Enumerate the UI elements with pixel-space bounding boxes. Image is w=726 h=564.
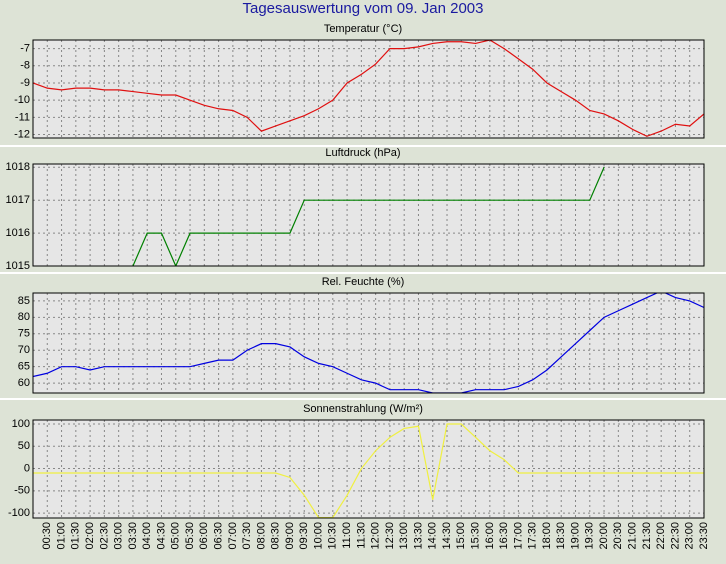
x-tick-label: 03:30 — [127, 522, 139, 550]
x-tick-label: 20:00 — [598, 522, 610, 550]
y-tick-label: -7 — [20, 43, 30, 55]
x-tick-label: 11:30 — [355, 522, 367, 549]
data-line — [33, 40, 704, 137]
x-tick-label: 03:00 — [113, 522, 125, 550]
x-tick-label: 13:30 — [412, 522, 424, 550]
x-tick-label: 14:30 — [441, 522, 453, 550]
x-tick-label: 12:30 — [384, 522, 396, 550]
y-tick-label: 1017 — [6, 194, 30, 206]
x-tick-label: 15:30 — [469, 522, 481, 550]
y-tick-label: 75 — [18, 328, 30, 340]
x-tick-label: 23:00 — [684, 522, 696, 550]
x-tick-label: 13:00 — [398, 522, 410, 550]
x-tick-label: 02:30 — [98, 522, 110, 550]
x-tick-label: 08:30 — [270, 522, 282, 550]
x-tick-label: 02:00 — [84, 522, 96, 550]
plot-border — [32, 292, 705, 394]
y-tick-label: -100 — [8, 507, 30, 519]
plot-area — [33, 164, 704, 266]
x-tick-label: 21:30 — [641, 522, 653, 550]
y-tick-label: 1018 — [6, 161, 30, 173]
y-tick-label: 100 — [12, 418, 30, 430]
y-tick-label: 0 — [24, 462, 30, 474]
y-tick-label: 60 — [18, 377, 30, 389]
x-tick-label: 06:30 — [213, 522, 225, 550]
y-tick-label: 70 — [18, 344, 30, 356]
plot-border — [32, 419, 705, 519]
y-tick-label: 80 — [18, 311, 30, 323]
x-tick-label: 17:30 — [527, 522, 539, 550]
y-tick-label: -50 — [14, 485, 30, 497]
panel-title: Luftdruck (hPa) — [325, 147, 400, 159]
y-tick-label: 1015 — [6, 260, 30, 272]
x-tick-label: 22:30 — [669, 522, 681, 550]
y-tick-label: -8 — [20, 60, 30, 72]
y-tick-label: -9 — [20, 77, 30, 89]
x-tick-label: 10:00 — [312, 522, 324, 550]
x-tick-label: 16:00 — [484, 522, 496, 550]
y-tick-label: 85 — [18, 295, 30, 307]
x-tick-label: 12:00 — [370, 522, 382, 550]
panel-title: Rel. Feuchte (%) — [322, 276, 405, 288]
plot-area — [33, 40, 704, 138]
panel-title: Sonnenstrahlung (W/m²) — [303, 403, 423, 415]
x-tick-label: 06:00 — [198, 522, 210, 550]
x-tick-label: 23:30 — [698, 522, 710, 550]
x-tick-label: 10:30 — [327, 522, 339, 550]
x-tick-label: 07:00 — [227, 522, 239, 550]
x-tick-label: 09:00 — [284, 522, 296, 550]
x-tick-label: 14:00 — [427, 522, 439, 550]
y-tick-label: 50 — [18, 440, 30, 452]
x-tick-label: 04:30 — [155, 522, 167, 550]
x-tick-label: 05:30 — [184, 522, 196, 550]
x-tick-label: 00:30 — [41, 522, 53, 550]
plot-area — [33, 293, 704, 393]
x-tick-label: 15:00 — [455, 522, 467, 550]
x-tick-label: 22:00 — [655, 522, 667, 550]
y-tick-label: -12 — [14, 128, 30, 140]
x-tick-label: 20:30 — [612, 522, 624, 550]
x-tick-label: 19:00 — [569, 522, 581, 550]
x-tick-label: 19:30 — [584, 522, 596, 550]
panel-title: Temperatur (°C) — [324, 23, 402, 35]
x-tick-label: 05:00 — [170, 522, 182, 550]
y-tick-label: 1016 — [6, 227, 30, 239]
x-tick-label: 04:00 — [141, 522, 153, 550]
x-tick-label: 11:00 — [341, 522, 353, 549]
plot-border — [32, 39, 705, 139]
x-tick-label: 18:00 — [541, 522, 553, 550]
y-tick-label: -11 — [15, 111, 30, 123]
x-tick-label: 01:00 — [55, 522, 67, 550]
page-title: Tagesauswertung vom 09. Jan 2003 — [243, 0, 484, 17]
x-tick-label: 17:00 — [512, 522, 524, 550]
plot-border — [32, 163, 705, 267]
x-tick-label: 18:30 — [555, 522, 567, 550]
x-tick-label: 21:00 — [627, 522, 639, 550]
x-tick-label: 08:00 — [255, 522, 267, 550]
data-line — [33, 293, 704, 393]
data-line — [132, 167, 605, 266]
x-tick-label: 16:30 — [498, 522, 510, 550]
y-tick-label: -10 — [14, 94, 30, 106]
data-line — [33, 423, 704, 518]
y-tick-label: 65 — [18, 361, 30, 373]
x-tick-label: 01:30 — [70, 522, 82, 550]
x-tick-label: 09:30 — [298, 522, 310, 550]
x-tick-label: 07:30 — [241, 522, 253, 550]
